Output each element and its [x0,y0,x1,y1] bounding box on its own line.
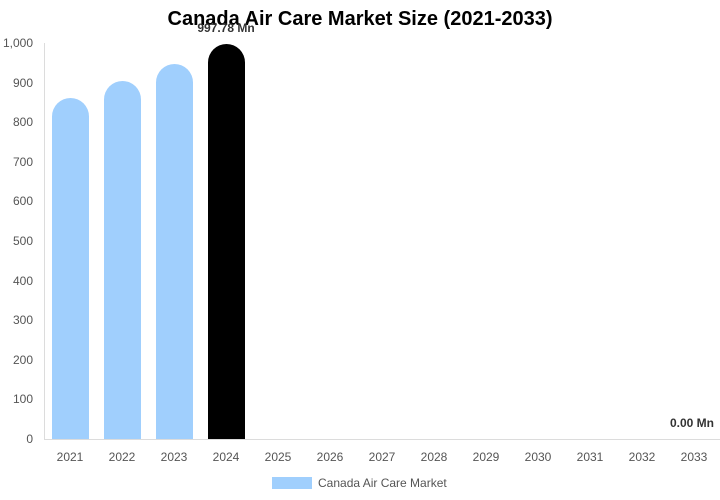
x-tick-label: 2024 [212,450,240,464]
x-tick-label: 2023 [160,450,188,464]
data-label-2024: 997.78 Mn [197,20,255,35]
x-tick-label: 2026 [316,450,344,464]
legend-swatch [272,477,312,489]
bar-2023[interactable] [155,63,193,439]
x-tick-label: 2027 [368,450,396,464]
x-tick-label: 2033 [680,450,708,464]
chart-title: Canada Air Care Market Size (2021-2033) [167,8,553,30]
y-tick-label: 900 [12,75,33,90]
legend[interactable]: Canada Air Care Market [272,476,447,490]
x-tick-label: 2030 [524,450,552,464]
y-axis-line [44,43,45,440]
y-tick-label: 800 [12,115,33,130]
bar-2021[interactable] [51,98,89,439]
data-label-2033: 0.00 Mn [669,416,714,430]
y-tick-label: 400 [12,273,33,288]
y-tick-label: 200 [12,352,33,367]
y-tick-label: 300 [12,313,33,328]
y-tick-label: 0 [26,432,33,446]
x-axis-line [44,439,720,440]
y-tick-label: 600 [12,194,33,209]
x-tick-label: 2021 [56,450,84,464]
legend-label: Canada Air Care Market [318,476,447,490]
x-tick-label: 2025 [264,450,292,464]
y-tick-label: 500 [12,234,33,248]
x-tick-label: 2022 [108,450,136,464]
y-tick-label: 1,000 [2,36,33,50]
y-tick-label: 100 [12,392,33,407]
x-tick-label: 2032 [628,450,656,464]
y-tick-label: 700 [12,154,33,169]
bar-2024[interactable] [207,43,245,439]
x-tick-label: 2029 [472,450,500,464]
bar-2022[interactable] [103,81,141,439]
x-tick-label: 2031 [576,450,604,464]
x-tick-label: 2028 [420,450,448,464]
